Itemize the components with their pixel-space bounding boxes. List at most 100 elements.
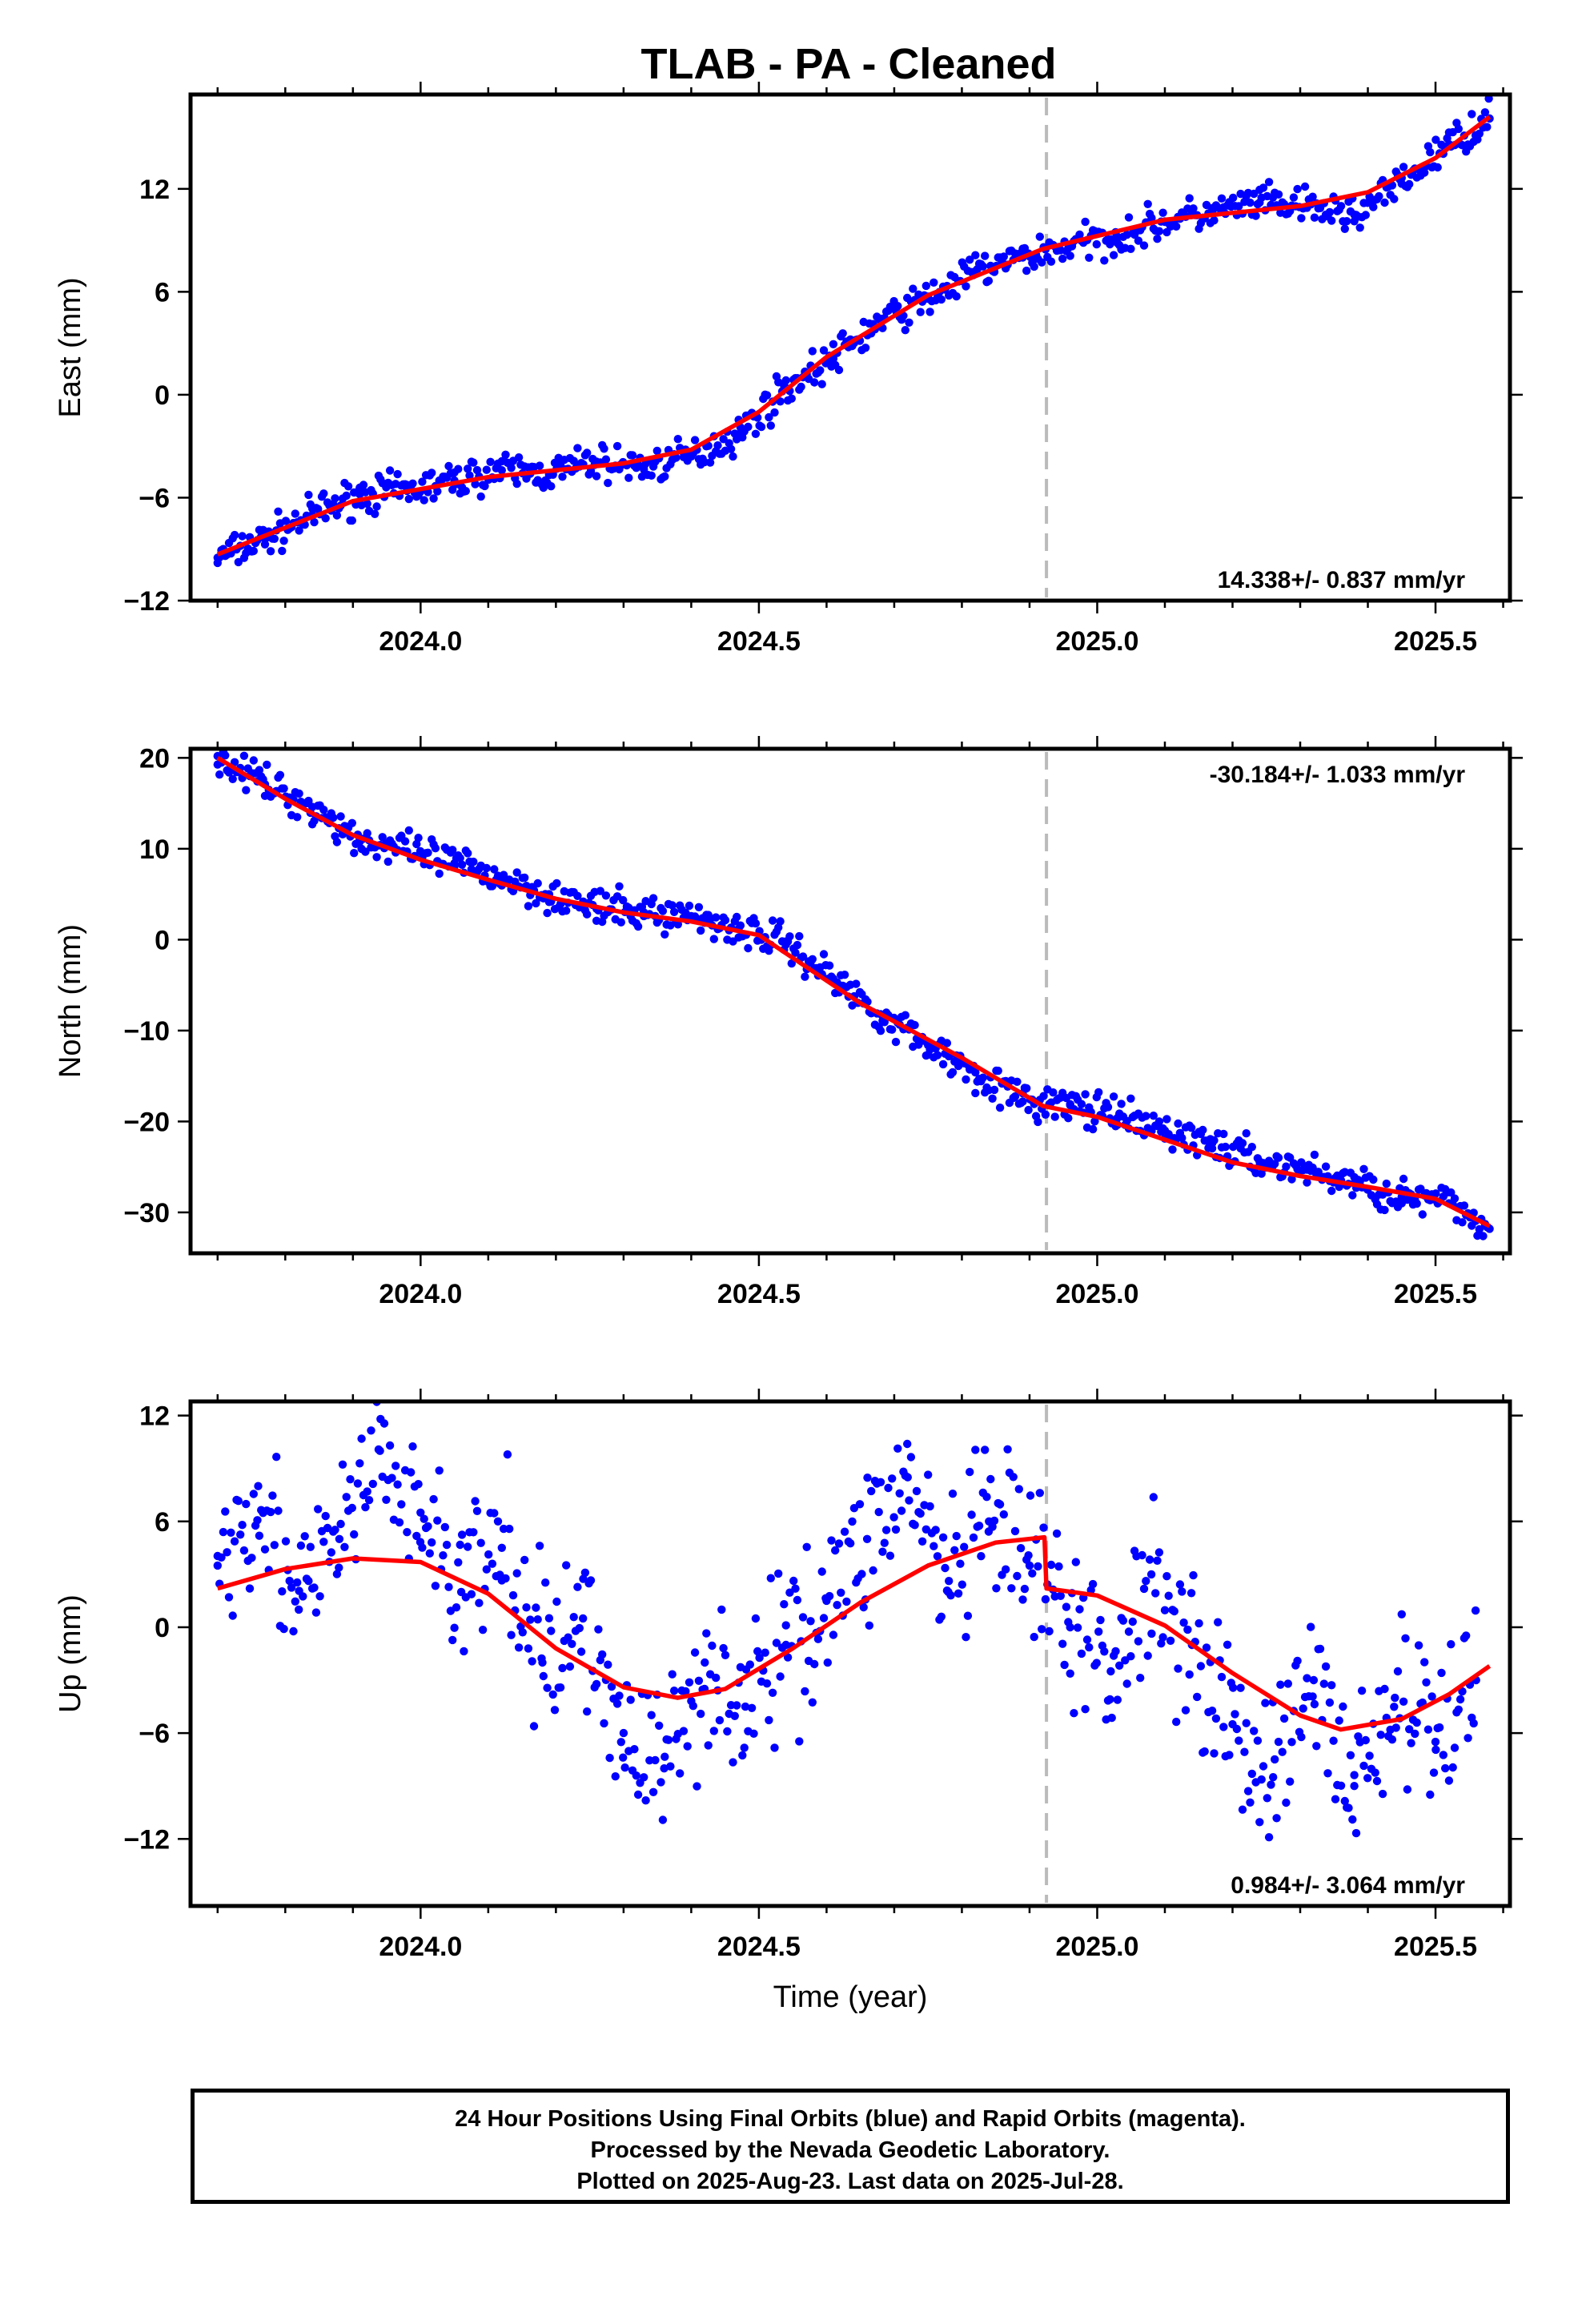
data-point xyxy=(798,952,808,961)
data-point xyxy=(619,895,628,905)
data-point xyxy=(514,453,524,462)
data-point xyxy=(1026,1491,1035,1500)
data-point xyxy=(281,1537,291,1546)
data-point xyxy=(1327,1681,1336,1690)
data-point xyxy=(1111,1647,1120,1656)
data-point xyxy=(1319,1679,1329,1688)
data-point xyxy=(669,907,679,917)
data-point xyxy=(1259,183,1268,192)
data-point xyxy=(1066,251,1074,260)
data-point xyxy=(1276,1680,1285,1689)
data-point xyxy=(1172,222,1181,231)
data-point xyxy=(978,1073,988,1082)
data-point xyxy=(999,252,1009,261)
data-point xyxy=(1399,1697,1408,1706)
data-point xyxy=(1183,1625,1192,1634)
data-point xyxy=(460,1647,468,1656)
data-point xyxy=(239,751,249,760)
data-point xyxy=(456,854,464,862)
data-point xyxy=(893,302,902,311)
data-point xyxy=(1039,1523,1048,1532)
data-point xyxy=(1174,1664,1182,1673)
data-point xyxy=(223,1548,231,1557)
data-point xyxy=(1002,1565,1010,1574)
data-point xyxy=(1003,1445,1012,1454)
data-point xyxy=(424,1522,432,1531)
data-point xyxy=(905,1496,913,1505)
data-point xyxy=(488,882,497,891)
data-point xyxy=(1117,1100,1126,1108)
data-point xyxy=(1372,1776,1382,1786)
data-point xyxy=(633,1790,643,1799)
footer-line-processor: Processed by the Nevada Geodetic Laborat… xyxy=(590,2137,1110,2163)
data-point xyxy=(573,1582,582,1591)
data-point xyxy=(400,1387,408,1395)
data-point xyxy=(944,1587,953,1597)
data-point xyxy=(948,1490,958,1498)
data-point xyxy=(1267,1780,1275,1789)
data-point xyxy=(974,1522,984,1530)
y-axis-label: East (mm) xyxy=(54,277,87,417)
data-point xyxy=(1228,1719,1237,1729)
data-point xyxy=(270,534,279,543)
data-point xyxy=(721,915,730,925)
data-point xyxy=(751,429,761,438)
data-point xyxy=(522,1603,531,1612)
data-point xyxy=(532,899,540,908)
data-point xyxy=(475,1598,484,1607)
data-point xyxy=(1056,1591,1066,1601)
data-point xyxy=(378,833,387,842)
data-point xyxy=(454,464,463,473)
data-point xyxy=(1066,1622,1074,1632)
data-point xyxy=(1255,1818,1264,1827)
data-point xyxy=(640,462,648,472)
data-point xyxy=(766,1574,775,1582)
y-tick-label: −12 xyxy=(123,586,170,617)
data-point xyxy=(893,1444,902,1454)
data-point xyxy=(268,1491,277,1500)
data-point xyxy=(938,1059,948,1069)
data-point xyxy=(601,891,611,900)
data-point xyxy=(1308,192,1317,201)
data-point xyxy=(535,1542,544,1550)
data-point xyxy=(371,509,379,518)
data-point xyxy=(1164,1591,1173,1600)
data-point xyxy=(745,1660,754,1669)
data-point xyxy=(1348,1191,1357,1200)
data-point xyxy=(971,1445,980,1454)
model-fit-line xyxy=(216,115,1492,557)
data-point xyxy=(1422,1678,1431,1687)
data-point xyxy=(661,930,669,939)
data-point xyxy=(712,913,721,922)
data-point xyxy=(357,1434,366,1443)
data-point xyxy=(1448,1763,1457,1772)
data-point xyxy=(1200,1747,1209,1756)
data-point xyxy=(469,857,478,866)
data-point xyxy=(1282,1162,1291,1171)
data-point xyxy=(342,1493,351,1502)
y-tick-label: 0 xyxy=(155,1613,170,1643)
data-point xyxy=(910,1521,919,1530)
data-point xyxy=(1348,1815,1357,1824)
data-point xyxy=(1147,1629,1156,1638)
data-point xyxy=(1075,230,1084,239)
y-tick-label: −30 xyxy=(123,1198,170,1228)
data-point xyxy=(990,1085,999,1095)
data-point xyxy=(347,818,356,827)
data-point xyxy=(995,1500,1005,1509)
data-point xyxy=(765,1715,773,1725)
data-point xyxy=(371,1371,379,1379)
data-point xyxy=(1050,1112,1059,1121)
data-point xyxy=(1287,1175,1296,1184)
x-tick-label: 2025.5 xyxy=(1394,626,1477,657)
data-point xyxy=(1350,1782,1359,1791)
data-point xyxy=(1350,1771,1359,1779)
data-point xyxy=(1441,1763,1450,1773)
data-point xyxy=(1181,1706,1191,1715)
data-point xyxy=(1293,1656,1302,1666)
panels-group: 2024.0 2024.5 2025.0 2025.5 −12 −6 0 6 12 East (m… xyxy=(54,82,1523,2014)
data-point xyxy=(314,1505,323,1514)
data-point xyxy=(1361,1735,1371,1745)
data-point xyxy=(926,308,934,316)
data-point xyxy=(482,863,491,873)
